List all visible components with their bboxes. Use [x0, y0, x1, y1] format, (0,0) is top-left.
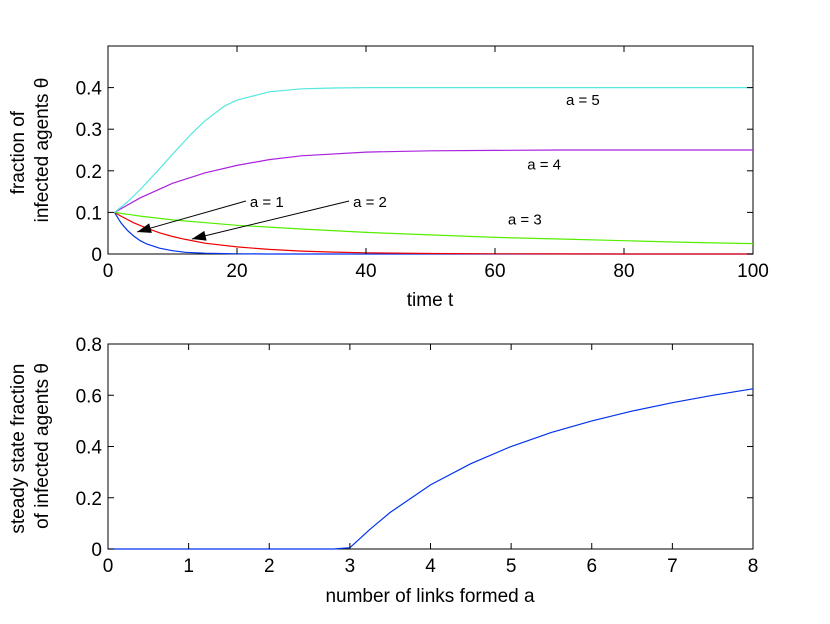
time-series-annotation-label: a = 3 [508, 211, 542, 228]
steady-state-chart: 0 1 2 3 4 5 6 7 8 0 0.2 0.4 0.6 0.8 number of links … [8, 335, 758, 607]
time-series-y-tick-label: 0.3 [76, 120, 102, 141]
time-series-series-line-4 [114, 149, 753, 213]
time-series-annotation-label: a = 5 [566, 92, 600, 109]
time-series-series-line-3 [114, 211, 754, 245]
time-series-annotations: a = 5 a = 4 a = 3 a = 1 a = 2 [136, 92, 600, 241]
time-series-y-tick-label: 0.4 [76, 79, 103, 100]
steady-state-y-tick-label: 0 [91, 540, 102, 561]
time-series-y-ticks: 0 0.1 0.2 0.3 0.4 [76, 79, 753, 266]
steady-state-y-tick-label: 0.2 [76, 489, 102, 510]
steady-state-y-ticks: 0 0.2 0.4 0.6 0.8 [76, 335, 753, 561]
steady-state-series-line-1 [108, 388, 754, 550]
time-series-annotation-arrow-line [136, 200, 247, 233]
time-series-series-line-5 [114, 86, 753, 213]
steady-state-x-tick-label: 7 [667, 556, 678, 577]
time-series-annotation-label: a = 1 [250, 194, 284, 211]
steady-state-x-tick-label: 2 [264, 556, 275, 577]
steady-state-lines [108, 388, 754, 550]
time-series-lines [113, 86, 754, 255]
time-series-y-axis-label: fraction of infected agents θ [8, 78, 53, 223]
steady-state-x-tick-label: 8 [748, 556, 759, 577]
steady-state-y-axis-label: steady state fraction of infected agents… [8, 358, 53, 533]
steady-state-y-tick-label: 0.8 [76, 335, 102, 356]
time-series-annotation-arrow-head [191, 230, 207, 241]
time-series-y-tick-label: 0 [91, 245, 102, 266]
time-series-series-line-1 [113, 212, 753, 255]
steady-state-x-tick-label: 0 [103, 556, 114, 577]
steady-state-y-tick-label: 0.6 [76, 386, 102, 407]
time-series-y-axis-label-line-2: infected agents θ [32, 78, 53, 223]
time-series-y-tick-label: 0.2 [76, 162, 102, 183]
time-series-chart: a = 5 a = 4 a = 3 a = 1 a = 2 0 20 40 60 80 100 0… [8, 45, 769, 311]
time-series-annotation-label: a = 2 [353, 194, 387, 211]
time-series-x-tick-label: 60 [484, 261, 505, 282]
time-series-y-tick-label: 0.1 [76, 203, 102, 224]
time-series-x-ticks: 0 20 40 60 80 100 [103, 46, 769, 282]
steady-state-x-tick-label: 5 [506, 556, 517, 577]
steady-state-x-axis-label: number of links formed a [325, 586, 535, 607]
steady-state-x-tick-label: 4 [425, 556, 436, 577]
steady-state-x-tick-label: 6 [586, 556, 597, 577]
time-series-x-tick-label: 40 [355, 261, 376, 282]
time-series-x-tick-label: 0 [103, 261, 114, 282]
steady-state-x-tick-label: 3 [345, 556, 356, 577]
time-series-annotation-arrow-line [191, 200, 350, 240]
steady-state-x-ticks: 0 1 2 3 4 5 6 7 8 [103, 344, 759, 577]
time-series-x-axis-label: time t [407, 290, 454, 311]
steady-state-y-tick-label: 0.4 [76, 438, 103, 459]
time-series-x-tick-label: 100 [737, 261, 769, 282]
time-series-x-tick-label: 80 [613, 261, 634, 282]
steady-state-y-axis-label-line-2: of infected agents θ [32, 363, 53, 529]
time-series-y-axis-label-line-1: fraction of [8, 110, 29, 194]
time-series-annotation-label: a = 4 [527, 157, 561, 174]
steady-state-plot-area [107, 343, 754, 550]
time-series-series-line-2 [114, 211, 753, 255]
steady-state-x-tick-label: 1 [183, 556, 194, 577]
steady-state-y-axis-label-line-1: steady state fraction [8, 364, 29, 534]
time-series-annotation-arrow-head [137, 223, 152, 233]
time-series-x-tick-label: 20 [226, 261, 247, 282]
